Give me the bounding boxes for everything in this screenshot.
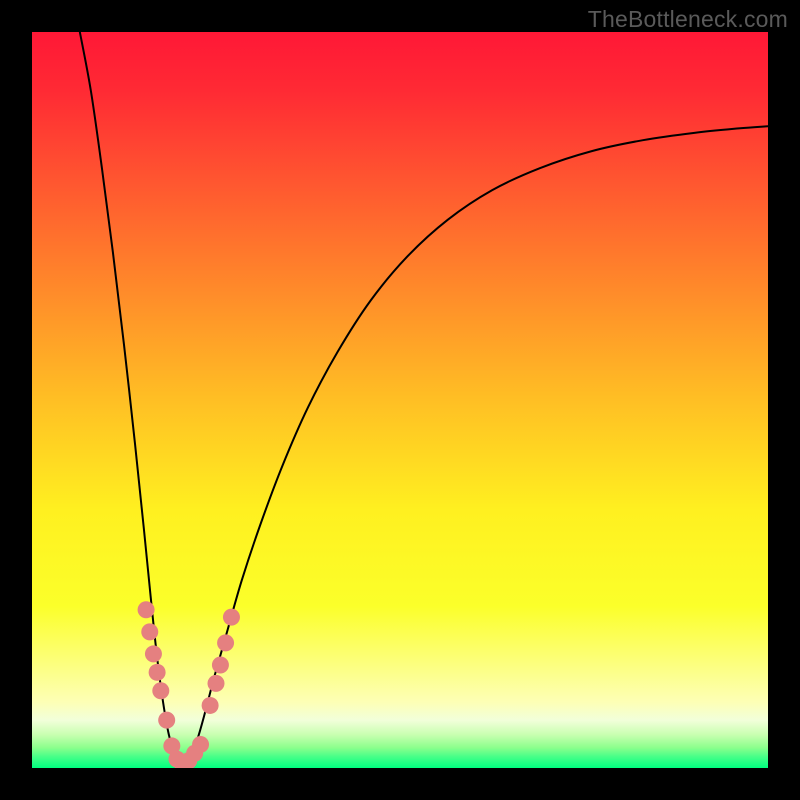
curve-marker bbox=[149, 664, 166, 681]
curve-marker bbox=[217, 634, 234, 651]
curve-marker bbox=[158, 712, 175, 729]
curve-marker bbox=[223, 609, 240, 626]
curve-marker bbox=[192, 736, 209, 753]
curve-marker bbox=[141, 623, 158, 640]
plot-area bbox=[32, 32, 768, 768]
bottleneck-chart-svg bbox=[32, 32, 768, 768]
curve-marker bbox=[152, 682, 169, 699]
watermark-text: TheBottleneck.com bbox=[588, 6, 788, 33]
curve-marker bbox=[138, 601, 155, 618]
curve-marker bbox=[212, 656, 229, 673]
curve-marker bbox=[208, 675, 225, 692]
gradient-background bbox=[32, 32, 768, 768]
curve-marker bbox=[145, 645, 162, 662]
curve-marker bbox=[202, 697, 219, 714]
chart-frame: TheBottleneck.com bbox=[0, 0, 800, 800]
